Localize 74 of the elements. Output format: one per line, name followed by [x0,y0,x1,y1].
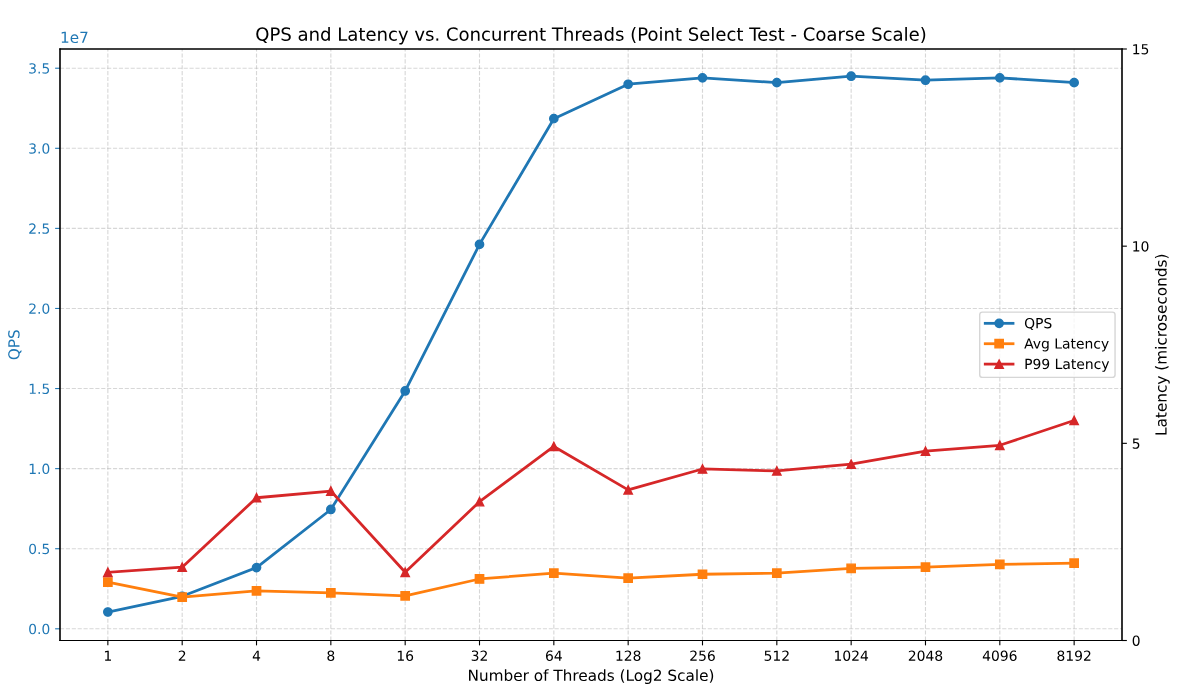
point [623,573,634,584]
point [994,559,1005,570]
y-tick-label: 3.5 [29,63,50,74]
x-tick-label: 64 [545,650,562,661]
point [177,562,188,573]
point [474,239,485,250]
y-tick-label: 1.0 [29,463,50,475]
point [697,569,708,580]
point [920,446,931,457]
y-tick-label: 2.0 [29,303,50,314]
y-axis-title: QPS [8,330,22,360]
y2-axis-title: Latency (microseconds) [1154,254,1170,435]
y2-tick-label: 0 [1132,635,1140,646]
x-tick-label: 8192 [1057,650,1091,661]
text: 1e7 [61,31,88,44]
point [400,567,411,578]
point [846,459,857,470]
point [251,562,262,573]
point [920,75,931,86]
x-tick-label: 4096 [982,650,1017,661]
x-tick-label: 128 [616,650,641,661]
point [771,568,782,578]
point [548,113,559,124]
point [771,466,782,476]
y-tick-label: 2.5 [29,223,50,234]
y-tick-label: 3.0 [29,143,50,154]
point [102,577,113,588]
point [102,607,113,617]
point [548,568,559,578]
x-tick-label: 16 [397,650,414,661]
point [846,563,857,574]
chart-title: QPS and Latency vs. Concurrent Threads (Point Select Test - Coarse Scale) [256,26,926,45]
x-tick-label: 2 [178,650,186,661]
y-tick-label: 0.0 [29,623,50,635]
point [325,587,336,598]
x-tick-label: 32 [471,650,487,661]
point [474,496,485,507]
x-tick-label: 1024 [835,650,869,661]
legend-label: QPS [1024,317,1052,330]
point [102,567,113,578]
y2-tick-label: 10 [1133,241,1149,252]
y-tick-label: 1.5 [29,383,50,395]
y2-tick-label: 5 [1132,438,1140,449]
y2-tick-label: 15 [1133,44,1149,55]
point [1069,558,1080,569]
point [325,504,336,515]
point [474,574,485,584]
point [1069,77,1080,88]
x-tick-label: 256 [690,650,715,661]
point [1069,415,1080,426]
point [697,72,708,83]
point [771,77,782,88]
point [697,464,708,474]
y-tick-label: 0.5 [29,543,50,555]
x-tick-label: 1 [104,650,111,661]
legend-label: P99 Latency [1025,358,1110,372]
x-tick-label: 2048 [908,650,943,661]
legend-label: Avg Latency [1024,338,1109,352]
x-tick-label: 512 [764,650,789,661]
point [846,71,857,82]
x-axis-title: Number of Threads (Log2 Scale) [469,669,714,685]
point [623,485,634,495]
point [994,440,1005,451]
point [251,585,262,596]
point [251,492,262,503]
x-tick-label: 4 [252,650,261,661]
point [400,591,411,601]
point [994,72,1005,83]
point [548,441,559,452]
point [920,562,931,573]
point [623,79,634,90]
point [325,486,336,496]
x-tick-label: 8 [327,650,335,661]
point [400,386,411,396]
